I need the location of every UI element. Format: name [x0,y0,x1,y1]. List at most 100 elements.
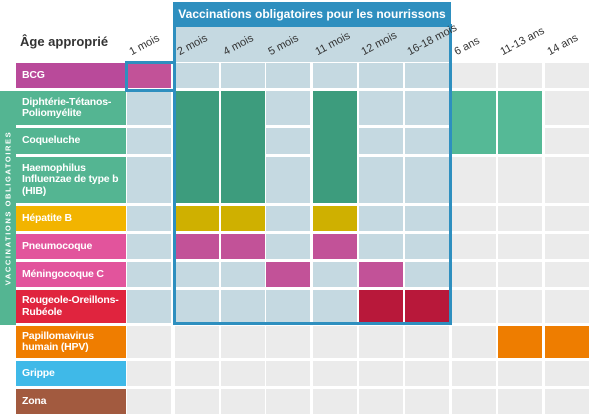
grid-cell [127,128,171,154]
vaccine-mark [221,91,265,203]
vaccine-mark [359,290,403,323]
side-label: VACCINATIONS OBLIGATOIRES [3,130,13,286]
grid-cell [452,262,496,287]
grid-cell [498,262,542,287]
row-label: Haemophilus Influenzae de type b (HIB) [16,157,126,203]
grid-cell [452,389,496,414]
grid-cell [175,63,219,88]
grid-cell [221,63,265,88]
row-label: Rougeole-Oreillons-Rubéole [16,290,126,323]
grid-cell [266,63,310,88]
vaccine-mark [221,206,265,231]
grid-cell [221,326,265,358]
grid-cell [221,361,265,386]
grid-cell [545,234,589,259]
grid-cell [266,290,310,323]
column-header: 1 mois [127,32,162,58]
grid-cell [127,290,171,323]
grid-cell [452,361,496,386]
grid-cell [127,389,171,414]
banner-title: Vaccinations obligatoires pour les nourr… [178,7,446,21]
grid-cell [545,206,589,231]
grid-cell [405,206,449,231]
side-bar: VACCINATIONS OBLIGATOIRES [0,91,16,325]
row-label: Diphtérie-Tétanos-Poliomyélite [16,91,126,125]
grid-cell [498,234,542,259]
grid-cell [175,326,219,358]
grid-cell [175,262,219,287]
row-label: Méningocoque C [16,262,126,287]
row-label: Zona [16,389,126,414]
grid-cell [266,234,310,259]
grid-cell [221,389,265,414]
vaccine-mark [452,91,496,154]
grid-cell [405,262,449,287]
grid-cell [127,326,171,358]
grid-cell [498,206,542,231]
grid-cell [545,157,589,203]
grid-cell [359,361,403,386]
grid-cell [127,206,171,231]
grid-cell [405,326,449,358]
vaccine-mark [175,234,219,259]
row-label: Grippe [16,361,126,386]
grid-cell [545,290,589,323]
vaccine-mark [221,234,265,259]
grid-cell [545,128,589,154]
grid-cell [452,234,496,259]
grid-cell [359,128,403,154]
grid-cell [405,63,449,88]
grid-cell [266,128,310,154]
grid-cell [498,361,542,386]
vaccine-mark [498,91,542,154]
grid-cell [359,91,403,125]
grid-cell [545,63,589,88]
grid-cell [359,157,403,203]
zone-header-strip [175,26,451,62]
vaccine-mark [359,262,403,287]
grid-cell [405,91,449,125]
vaccine-mark [313,91,357,203]
grid-cell [313,389,357,414]
column-header: 11-13 ans [498,24,547,58]
grid-cell [127,234,171,259]
grid-cell [452,290,496,323]
vaccine-mark [127,63,171,88]
grid-cell [405,157,449,203]
grid-cell [359,389,403,414]
grid-cell [313,326,357,358]
row-label: Pneumocoque [16,234,126,259]
grid-cell [127,262,171,287]
grid-cell [498,290,542,323]
grid-cell [359,206,403,231]
grid-cell [266,326,310,358]
vaccine-mark [313,206,357,231]
grid-cell [313,361,357,386]
grid-cell [313,63,357,88]
grid-cell [405,128,449,154]
grid-cell [545,91,589,125]
vaccine-mark [175,206,219,231]
grid-cell [313,262,357,287]
grid-cell [221,262,265,287]
grid-cell [266,361,310,386]
grid-cell [498,389,542,414]
grid-cell [498,157,542,203]
grid-cell [545,361,589,386]
vaccine-mark [175,91,219,203]
vaccine-mark [313,234,357,259]
vaccine-mark [498,326,542,358]
grid-cell [313,290,357,323]
vaccine-mark [266,262,310,287]
grid-cell [452,326,496,358]
row-label: Papillomavirus humain (HPV) [16,326,126,358]
grid-cell [266,389,310,414]
grid-cell [359,326,403,358]
column-header: 14 ans [545,31,581,58]
grid-cell [452,206,496,231]
row-label: Hépatite B [16,206,126,231]
grid-cell [127,361,171,386]
grid-cell [175,389,219,414]
row-label: BCG [16,63,126,88]
mandatory-banner: Vaccinations obligatoires pour les nourr… [173,2,451,26]
